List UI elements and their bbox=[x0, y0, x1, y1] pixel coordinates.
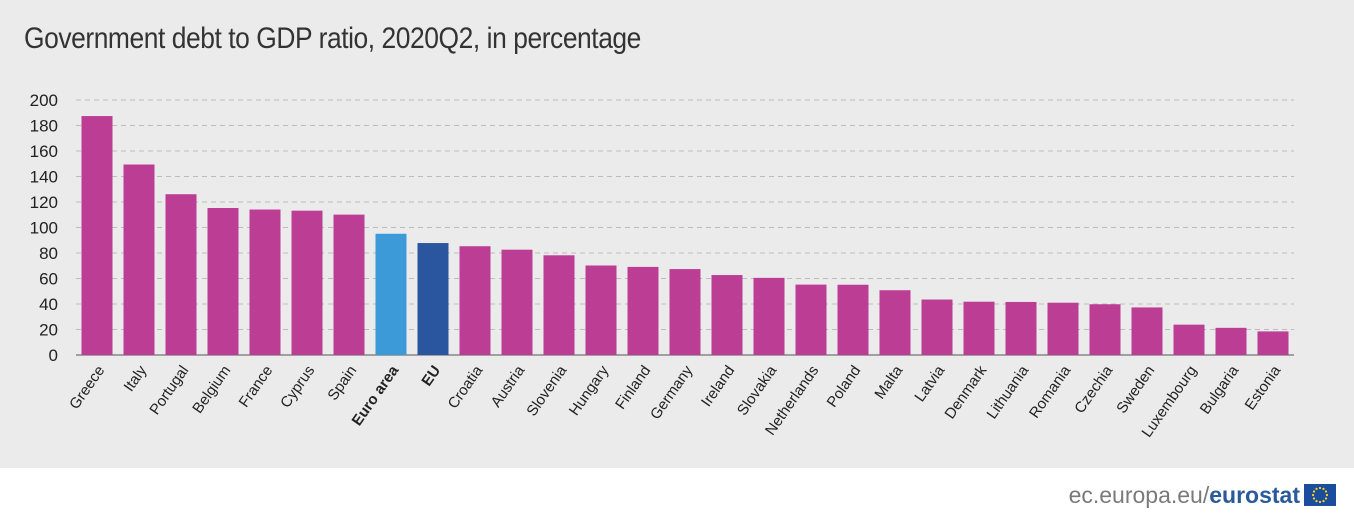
x-tick-label: Sweden bbox=[1113, 363, 1158, 417]
bar bbox=[123, 164, 155, 355]
x-tick-label: Romania bbox=[1026, 362, 1075, 421]
x-tick-label: Czechia bbox=[1071, 362, 1116, 417]
bar bbox=[1131, 307, 1163, 355]
eu-flag-icon bbox=[1304, 484, 1336, 506]
x-tick-label: France bbox=[236, 363, 277, 411]
y-tick-label: 80 bbox=[39, 244, 58, 263]
bar bbox=[837, 284, 869, 355]
bar bbox=[1089, 304, 1121, 355]
x-tick-label: Slovenia bbox=[523, 362, 570, 419]
x-tick-label: Belgium bbox=[189, 363, 234, 417]
y-tick-label: 200 bbox=[30, 91, 58, 110]
x-tick-label: Portugal bbox=[146, 363, 192, 419]
x-tick-label: Croatia bbox=[445, 362, 487, 412]
x-tick-label: Hungary bbox=[566, 362, 613, 419]
y-tick-label: 100 bbox=[30, 219, 58, 238]
bar bbox=[333, 214, 365, 355]
bar bbox=[1215, 327, 1247, 355]
x-tick-label: Ireland bbox=[698, 363, 738, 410]
bar bbox=[1047, 302, 1079, 355]
x-tick-label: Slovakia bbox=[734, 362, 781, 419]
y-tick-label: 160 bbox=[30, 142, 58, 161]
bar bbox=[1005, 301, 1037, 355]
bar bbox=[1257, 331, 1289, 355]
x-tick-label: Greece bbox=[66, 363, 108, 413]
x-tick-label: Latvia bbox=[911, 362, 948, 405]
y-tick-label: 20 bbox=[39, 321, 58, 340]
bar bbox=[1173, 324, 1205, 355]
footer-attribution: ec.europa.eu/ eurostat bbox=[1069, 482, 1336, 508]
x-tick-label: EU bbox=[418, 363, 444, 390]
y-tick-label: 0 bbox=[49, 346, 58, 365]
y-tick-label: 120 bbox=[30, 193, 58, 212]
bar bbox=[501, 249, 533, 355]
bar bbox=[921, 299, 953, 355]
x-tick-label: Lithuania bbox=[983, 362, 1032, 422]
bar bbox=[963, 301, 995, 355]
bar bbox=[207, 207, 239, 355]
x-tick-label: Malta bbox=[871, 362, 906, 402]
bar bbox=[585, 265, 617, 355]
chart-title: Government debt to GDP ratio, 2020Q2, in… bbox=[24, 22, 641, 55]
x-tick-label: Spain bbox=[324, 363, 360, 404]
x-tick-label: Cyprus bbox=[277, 363, 318, 412]
bar bbox=[459, 246, 491, 355]
bar bbox=[291, 210, 323, 355]
bar bbox=[165, 194, 197, 355]
bar bbox=[669, 269, 701, 355]
y-tick-label: 60 bbox=[39, 270, 58, 289]
bar bbox=[249, 209, 281, 355]
x-tick-label: Germany bbox=[647, 362, 697, 423]
x-tick-label: Italy bbox=[121, 362, 151, 395]
y-tick-label: 180 bbox=[30, 117, 58, 136]
footer-brand: eurostat bbox=[1209, 481, 1300, 508]
bar bbox=[879, 290, 911, 355]
bar bbox=[375, 233, 407, 355]
bar bbox=[543, 255, 575, 355]
x-tick-label: Finland bbox=[612, 363, 654, 413]
bar bbox=[627, 266, 659, 355]
bar bbox=[417, 243, 449, 355]
bar bbox=[81, 116, 113, 355]
x-tick-label: Bulgaria bbox=[1197, 362, 1243, 417]
y-tick-label: 140 bbox=[30, 168, 58, 187]
footer-site: ec.europa.eu/ bbox=[1068, 481, 1210, 508]
bar bbox=[795, 284, 827, 355]
x-tick-label: Estonia bbox=[1242, 362, 1285, 413]
x-tick-label: Austria bbox=[488, 362, 529, 411]
x-tick-label: Poland bbox=[824, 363, 865, 411]
y-tick-label: 40 bbox=[39, 295, 58, 314]
bar bbox=[711, 275, 743, 355]
bar bbox=[753, 277, 785, 355]
